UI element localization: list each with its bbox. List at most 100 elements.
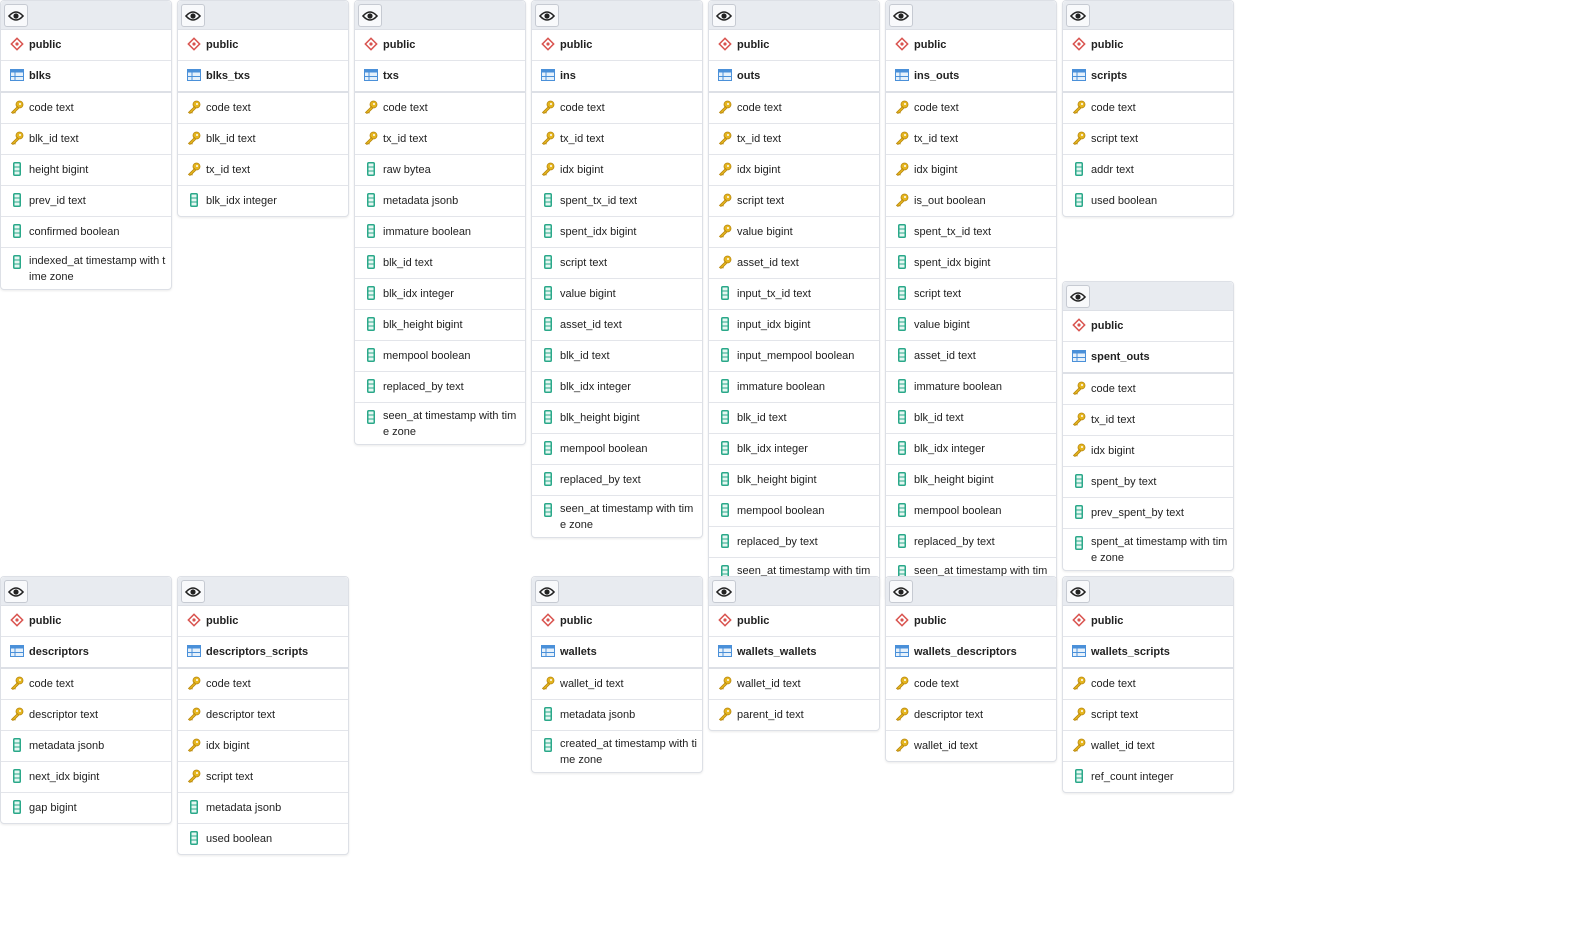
column-label: blk_height bigint	[914, 474, 994, 486]
column-icon	[894, 496, 910, 524]
column-row: idx bigint	[1063, 436, 1233, 467]
table-node-descriptors[interactable]: public descriptors code text descriptor tex…	[0, 576, 172, 824]
eye-icon[interactable]	[889, 580, 913, 603]
column-row: used boolean	[178, 824, 348, 854]
key-icon	[894, 700, 910, 728]
key-icon	[1071, 124, 1087, 152]
column-row: descriptor text	[1, 700, 171, 731]
eye-icon[interactable]	[1066, 4, 1090, 27]
table-node-spent_outs[interactable]: public spent_outs code text tx_id text idx b…	[1062, 281, 1234, 571]
column-label: blk_id text	[560, 350, 610, 362]
table-node-header	[886, 577, 1056, 606]
table-node-ins_outs[interactable]: public ins_outs code text tx_id text idx big…	[885, 0, 1057, 600]
key-icon	[894, 93, 910, 121]
table-node-scripts[interactable]: public scripts code text script text addr te…	[1062, 0, 1234, 217]
column-row: input_mempool boolean	[709, 341, 879, 372]
eye-icon[interactable]	[181, 580, 205, 603]
table-icon	[9, 637, 25, 665]
table-name: descriptors_scripts	[206, 646, 309, 658]
key-icon	[717, 669, 733, 697]
eye-icon[interactable]	[889, 4, 913, 27]
table-name: descriptors	[29, 646, 89, 658]
eye-icon[interactable]	[712, 580, 736, 603]
table-name: outs	[737, 70, 761, 82]
table-icon	[540, 637, 556, 665]
column-label: code text	[206, 678, 251, 690]
column-row: value bigint	[886, 310, 1056, 341]
table-name-row: ins_outs	[886, 61, 1056, 93]
schema-row: public	[1, 606, 171, 637]
table-node-txs[interactable]: public txs code text tx_id text raw bytea met…	[354, 0, 526, 445]
key-icon	[1071, 405, 1087, 433]
column-row: code text	[709, 93, 879, 124]
column-icon	[894, 434, 910, 462]
column-label: spent_at timestamp with time zone	[1091, 536, 1228, 564]
eye-icon[interactable]	[4, 4, 28, 27]
table-node-blks[interactable]: public blks code text blk_id text height big…	[0, 0, 172, 290]
column-row: tx_id text	[886, 124, 1056, 155]
table-node-header	[1063, 1, 1233, 30]
column-row: code text	[1063, 374, 1233, 405]
table-icon	[186, 637, 202, 665]
column-row: used boolean	[1063, 186, 1233, 216]
column-icon	[717, 465, 733, 493]
table-node-wallets_descriptors[interactable]: public wallets_descriptors code text descri…	[885, 576, 1057, 762]
eye-icon[interactable]	[1066, 285, 1090, 308]
column-row: asset_id text	[709, 248, 879, 279]
column-row: metadata jsonb	[1, 731, 171, 762]
table-name: wallets_wallets	[737, 646, 817, 658]
column-row: metadata jsonb	[355, 186, 525, 217]
column-label: input_idx bigint	[737, 319, 811, 331]
eye-icon[interactable]	[712, 4, 736, 27]
eye-icon[interactable]	[535, 580, 559, 603]
table-node-blks_txs[interactable]: public blks_txs code text blk_id text tx_id …	[177, 0, 349, 217]
column-icon	[717, 527, 733, 555]
column-label: value bigint	[560, 288, 616, 300]
table-node-wallets[interactable]: public wallets wallet_id text metadata json…	[531, 576, 703, 773]
key-icon	[894, 731, 910, 759]
schema-name: public	[1091, 320, 1124, 332]
column-row: ref_count integer	[1063, 762, 1233, 792]
column-label: code text	[737, 102, 782, 114]
schema-row: public	[1063, 311, 1233, 342]
eye-icon[interactable]	[1066, 580, 1090, 603]
table-name-row: ins	[532, 61, 702, 93]
key-icon	[1071, 669, 1087, 697]
column-label: parent_id text	[737, 709, 804, 721]
column-icon	[540, 434, 556, 462]
table-node-wallets_scripts[interactable]: public wallets_scripts code text script tex…	[1062, 576, 1234, 793]
column-row: script text	[709, 186, 879, 217]
table-icon	[1071, 61, 1087, 89]
table-icon	[717, 637, 733, 665]
column-row: code text	[532, 93, 702, 124]
eye-icon[interactable]	[358, 4, 382, 27]
column-row: prev_spent_by text	[1063, 498, 1233, 529]
table-node-ins[interactable]: public ins code text tx_id text idx bigint sp…	[531, 0, 703, 538]
table-node-descriptors_scripts[interactable]: public descriptors_scripts code text descri…	[177, 576, 349, 855]
eye-icon[interactable]	[535, 4, 559, 27]
key-icon	[186, 762, 202, 790]
table-name-row: descriptors_scripts	[178, 637, 348, 669]
schema-row: public	[709, 606, 879, 637]
table-node-outs[interactable]: public outs code text tx_id text idx bigint s…	[708, 0, 880, 600]
eye-icon[interactable]	[4, 580, 28, 603]
schema-icon	[363, 30, 379, 58]
table-node-wallets_wallets[interactable]: public wallets_wallets wallet_id text paren…	[708, 576, 880, 731]
column-icon	[186, 186, 202, 214]
eye-icon[interactable]	[181, 4, 205, 27]
column-row: code text	[178, 669, 348, 700]
table-icon	[540, 61, 556, 89]
key-icon	[186, 93, 202, 121]
table-name-row: blks	[1, 61, 171, 93]
column-icon	[717, 341, 733, 369]
column-icon	[363, 279, 379, 307]
schema-icon	[540, 30, 556, 58]
column-row: script text	[1063, 700, 1233, 731]
key-icon	[9, 93, 25, 121]
schema-icon	[717, 30, 733, 58]
key-icon	[894, 186, 910, 214]
column-label: code text	[914, 678, 959, 690]
column-row: metadata jsonb	[532, 700, 702, 731]
column-label: input_tx_id text	[737, 288, 811, 300]
column-label: tx_id text	[914, 133, 959, 145]
